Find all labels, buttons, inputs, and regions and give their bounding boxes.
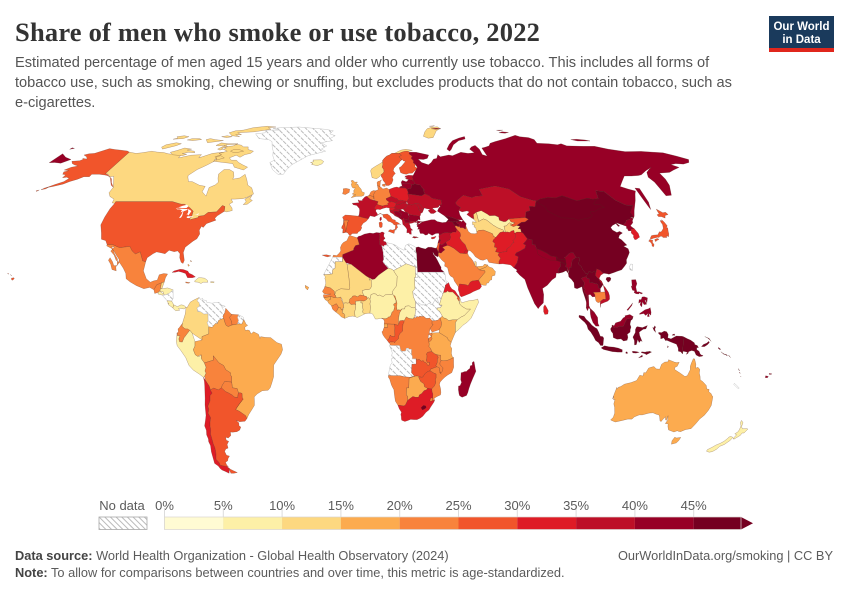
- svg-text:15%: 15%: [328, 498, 354, 513]
- svg-text:10%: 10%: [269, 498, 295, 513]
- svg-text:30%: 30%: [504, 498, 530, 513]
- svg-text:25%: 25%: [445, 498, 471, 513]
- svg-text:0%: 0%: [155, 498, 174, 513]
- svg-text:40%: 40%: [622, 498, 648, 513]
- svg-text:No data: No data: [99, 498, 145, 513]
- svg-text:20%: 20%: [387, 498, 413, 513]
- svg-text:45%: 45%: [681, 498, 707, 513]
- svg-text:5%: 5%: [214, 498, 233, 513]
- svg-text:35%: 35%: [563, 498, 589, 513]
